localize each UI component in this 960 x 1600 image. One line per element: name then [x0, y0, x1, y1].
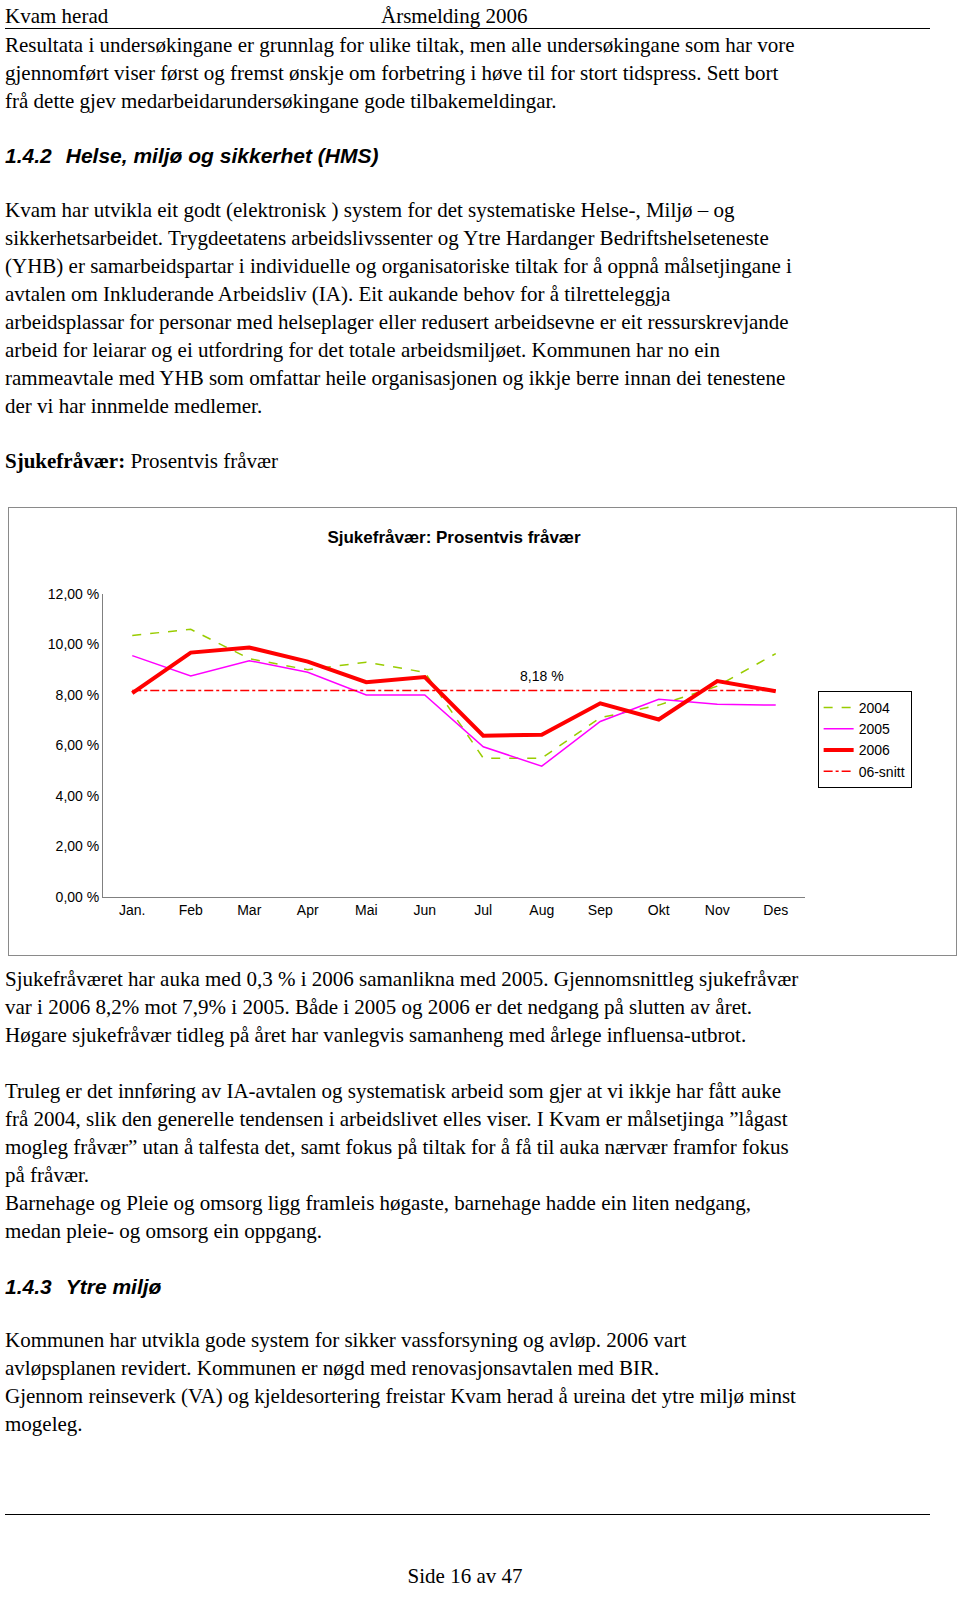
html-text:Kommunen har utvikla gode syst: Kommunen har utvikla gode system for sik…	[5, 1328, 687, 1352]
html-text:1.4.3: 1.4.3	[5, 1275, 52, 1298]
html-text:Sjukefråværet har auka med 0,3: Sjukefråværet har auka med 0,3 % i 2006 …	[5, 967, 799, 991]
html-text:mogleg fråvær” utan å talfesta: mogleg fråvær” utan å talfesta det, samt…	[5, 1135, 789, 1159]
html-text:der vi har innmelde medlemer.: der vi har innmelde medlemer.	[5, 394, 263, 418]
svg-text:Jan.: Jan.	[119, 902, 145, 918]
html-text:frå dette gjev medarbeidarunde: frå dette gjev medarbeidarundersøkingane…	[5, 89, 557, 113]
html-text:på fråvær.: på fråvær.	[5, 1163, 89, 1187]
html-text:gjennomført viser først og fre: gjennomført viser først og fremst ønskje…	[5, 61, 779, 85]
svg-text:Aug: Aug	[529, 902, 554, 918]
svg-text:2004: 2004	[859, 700, 890, 716]
svg-text:2006: 2006	[859, 742, 890, 758]
svg-text:Jul: Jul	[474, 902, 492, 918]
svg-text:Des: Des	[763, 902, 788, 918]
html-text:avløpsplanen revidert. Kommune: avløpsplanen revidert. Kommunen er nøgd …	[5, 1356, 660, 1380]
html-text:avtalen om Inkluderande Arbeid: avtalen om Inkluderande Arbeidsliv (IA).…	[5, 282, 671, 306]
svg-text:4,00 %: 4,00 %	[56, 788, 100, 804]
svg-text:Nov: Nov	[705, 902, 730, 918]
svg-text:Mar: Mar	[237, 902, 261, 918]
html-text:(YHB) er samarbeidspartar i in: (YHB) er samarbeidspartar i individuelle…	[5, 254, 792, 278]
html-text:Sjukefråvær: Prosentvis fråvær: Sjukefråvær: Prosentvis fråvær	[5, 449, 278, 473]
html-text:Høgare sjukefråvær tidleg på å: Høgare sjukefråvær tidleg på året har va…	[5, 1023, 747, 1047]
html-text:Side 16 av 47: Side 16 av 47	[407, 1564, 523, 1588]
html-text:Ytre miljø: Ytre miljø	[65, 1275, 162, 1298]
svg-text:12,00 %: 12,00 %	[48, 586, 99, 602]
svg-text:2005: 2005	[859, 721, 890, 737]
html-text:var i 2006 8,2% mot 7,9% i 200: var i 2006 8,2% mot 7,9% i 2005. Både i …	[5, 995, 753, 1019]
html-text:mogeleg.: mogeleg.	[5, 1412, 83, 1436]
svg-text:10,00 %: 10,00 %	[48, 636, 99, 652]
html-text:Barnehage og Pleie og omsorg l: Barnehage og Pleie og omsorg ligg framle…	[5, 1191, 752, 1215]
html-text:rammeavtale med YHB som omfatt: rammeavtale med YHB som omfattar heile o…	[5, 366, 786, 390]
svg-text:0,00 %: 0,00 %	[56, 889, 100, 905]
html-text:frå 2004, slik den generelle t: frå 2004, slik den generelle tendensen i…	[5, 1107, 788, 1131]
svg-text:Feb: Feb	[179, 902, 203, 918]
svg-text:Apr: Apr	[297, 902, 319, 918]
html-text:sikkerhetsarbeidet. Trygdeetat: sikkerhetsarbeidet. Trygdeetatens arbeid…	[5, 226, 769, 250]
html-text:Gjennom reinseverk (VA) og kje: Gjennom reinseverk (VA) og kjeldesorteri…	[5, 1384, 796, 1408]
svg-text:06-snitt: 06-snitt	[859, 764, 905, 780]
html-text:Årsmelding 2006: Årsmelding 2006	[381, 4, 528, 28]
html-text:Resultata i undersøkingane er: Resultata i undersøkingane er grunnlag f…	[5, 33, 795, 57]
html-text:Kvam har utvikla eit godt (ele: Kvam har utvikla eit godt (elektronisk )…	[5, 198, 735, 222]
svg-text:Jun: Jun	[413, 902, 436, 918]
html-text:1.4.2: 1.4.2	[5, 144, 52, 167]
svg-text:8,00 %: 8,00 %	[56, 687, 100, 703]
svg-text:Sep: Sep	[588, 902, 613, 918]
svg-text:Sjukefråvær: Prosentvis fråvær: Sjukefråvær: Prosentvis fråvær	[327, 528, 581, 547]
html-text:Helse, miljø og sikkerhet (HMS: Helse, miljø og sikkerhet (HMS)	[65, 144, 379, 167]
html-text:Truleg er det innføring av IA-: Truleg er det innføring av IA-avtalen og…	[5, 1079, 781, 1103]
svg-text:2,00 %: 2,00 %	[56, 838, 100, 854]
svg-text:Mai: Mai	[355, 902, 378, 918]
svg-text:6,00 %: 6,00 %	[56, 737, 100, 753]
html-text:arbeidsplassar for personar me: arbeidsplassar for personar med helsepla…	[5, 310, 789, 334]
html-text:medan pleie- og omsorg ein opp: medan pleie- og omsorg ein oppgang.	[5, 1219, 322, 1243]
html-text:Kvam herad: Kvam herad	[5, 4, 109, 28]
svg-text:8,18 %: 8,18 %	[520, 668, 564, 684]
svg-text:Okt: Okt	[648, 902, 670, 918]
html-text:arbeid for leiarar og ei utfor: arbeid for leiarar og ei utfordring for …	[5, 338, 720, 362]
